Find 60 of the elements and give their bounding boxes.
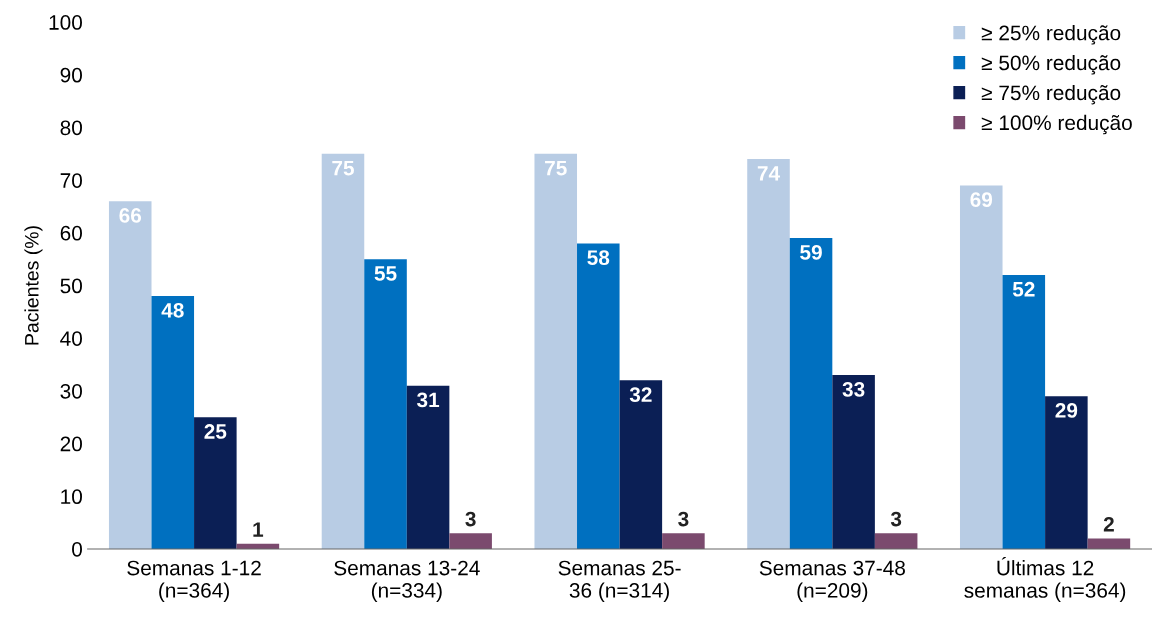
bar: [364, 259, 407, 549]
data-label: 58: [587, 250, 610, 265]
x-tick-label: Semanas 37-48 (n=209): [759, 560, 905, 602]
data-label: 66: [119, 208, 142, 223]
y-tick-label: 20: [60, 436, 82, 452]
y-tick-label: 50: [60, 278, 82, 294]
y-tick-label: 80: [60, 120, 82, 136]
data-label: 3: [465, 511, 476, 527]
data-label: 48: [161, 302, 184, 318]
bar: [747, 159, 790, 549]
data-label: 33: [842, 381, 865, 397]
data-label: 2: [1103, 516, 1114, 532]
y-tick-label: 10: [61, 489, 82, 505]
bar: [321, 153, 365, 549]
bar: [1087, 538, 1131, 549]
bar: [619, 380, 663, 549]
bar: [108, 201, 152, 549]
data-label: 3: [890, 511, 902, 527]
data-label: 75: [545, 160, 567, 176]
bar: [1002, 274, 1046, 549]
bar: [832, 375, 875, 549]
y-axis-title: Pacientes (%): [24, 226, 43, 345]
bar: [194, 417, 237, 549]
data-label: 25: [204, 424, 227, 439]
data-label: 75: [332, 160, 354, 176]
y-tick-label: 60: [60, 225, 82, 241]
legend-label: ≥ 25% redução: [981, 25, 1121, 45]
data-label: 29: [1055, 403, 1078, 418]
data-label: 1: [253, 522, 264, 537]
y-tick-label: 0: [72, 541, 82, 557]
x-tick-label: Últimas 12 semanas (n=364): [964, 557, 1126, 602]
bar: [874, 533, 918, 549]
y-tick-label: 40: [60, 331, 82, 346]
data-label: 69: [970, 192, 993, 208]
y-tick-label: 90: [60, 67, 82, 83]
bar: [534, 153, 578, 549]
bar: [406, 385, 450, 549]
data-label: 55: [374, 266, 397, 281]
data-label: 32: [629, 387, 652, 403]
y-tick-label: 100: [49, 15, 82, 30]
legend-label: ≥ 100% redução: [981, 114, 1132, 135]
legend-label: ≥ 75% redução: [981, 84, 1121, 105]
data-label: 59: [800, 244, 822, 260]
y-tick-label: 30: [60, 383, 82, 399]
data-label: 3: [678, 511, 689, 527]
bar: [789, 238, 833, 549]
x-tick-label: Semanas 1-12 (n=364): [127, 560, 261, 602]
bar: [449, 533, 492, 549]
data-label: 74: [757, 166, 780, 181]
data-label: 31: [416, 392, 440, 408]
data-label: 52: [1012, 281, 1035, 297]
bar: [1045, 396, 1088, 549]
x-tick-label: Semanas 25- 36 (n=314): [558, 560, 681, 602]
x-tick-label: Semanas 13-24 (n=334): [334, 560, 480, 602]
legend-label: ≥ 50% redução: [981, 54, 1121, 75]
bar: [662, 533, 705, 549]
bar: [959, 185, 1003, 549]
bar: [577, 243, 620, 549]
y-tick-label: 70: [60, 173, 82, 188]
bar: [151, 296, 195, 549]
